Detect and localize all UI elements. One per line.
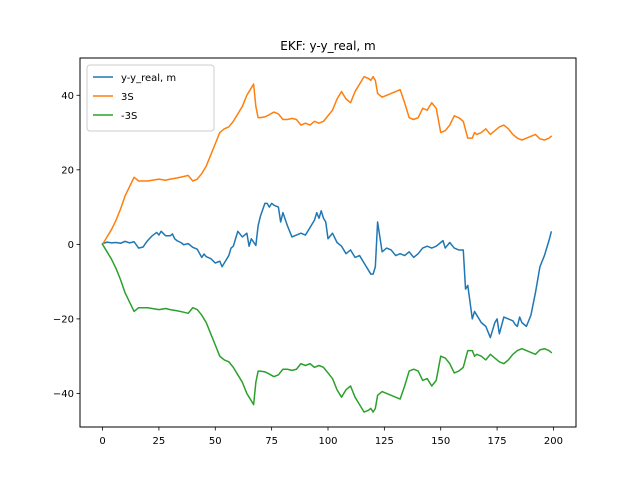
x-tick-label: 100 (318, 436, 337, 447)
series-line-3s (101, 75, 553, 246)
ticks-layer: 0 25 50 75 100 125 150 175 200 −40 −20 0 20 40 (53, 91, 563, 447)
x-tick-label: 75 (265, 436, 278, 447)
y-tick-label: 20 (61, 165, 74, 176)
series-line-3s (101, 243, 553, 413)
y-tick-label: 0 (68, 240, 74, 251)
y-tick-label: 40 (61, 91, 74, 102)
y-tick-label: −20 (53, 314, 74, 325)
x-tick-label: 125 (375, 436, 394, 447)
x-tick-label: 25 (153, 436, 166, 447)
legend-label-3s: -3S (121, 111, 137, 122)
chart-title: EKF: y-y_real, m (280, 39, 375, 53)
x-tick-label: 0 (99, 436, 105, 447)
x-tick-label: 175 (488, 436, 507, 447)
series-line-y-y-real-m (101, 202, 553, 339)
x-tick-label: 50 (209, 436, 222, 447)
y-tick-label: −40 (53, 389, 74, 400)
legend-label-y-y-real-m: y-y_real, m (121, 73, 176, 84)
legend-box (86, 64, 215, 132)
x-tick-label: 150 (431, 436, 450, 447)
legend-label-3s: 3S (121, 92, 134, 103)
x-tick-label: 200 (544, 436, 563, 447)
legend: y-y_real, m 3S -3S (86, 64, 215, 132)
series-layer (101, 75, 553, 413)
